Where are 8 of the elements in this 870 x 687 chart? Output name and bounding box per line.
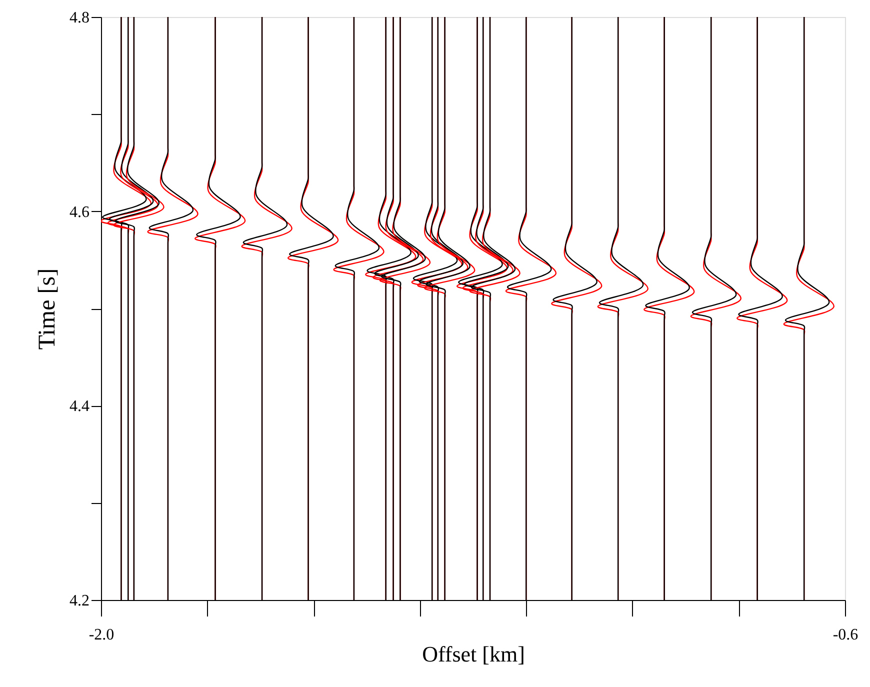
x-tick-label: -0.6 [832, 626, 858, 644]
x-axis-title: Offset [km] [422, 642, 525, 666]
x-tick-label: -2.0 [88, 626, 114, 644]
y-tick-label: 4.6 [70, 204, 90, 221]
y-axis-title: Time [s] [34, 268, 60, 350]
y-tick-label: 4.4 [70, 398, 90, 416]
y-tick-label: 4.2 [70, 592, 90, 610]
y-tick-label: 4.8 [70, 10, 90, 26]
